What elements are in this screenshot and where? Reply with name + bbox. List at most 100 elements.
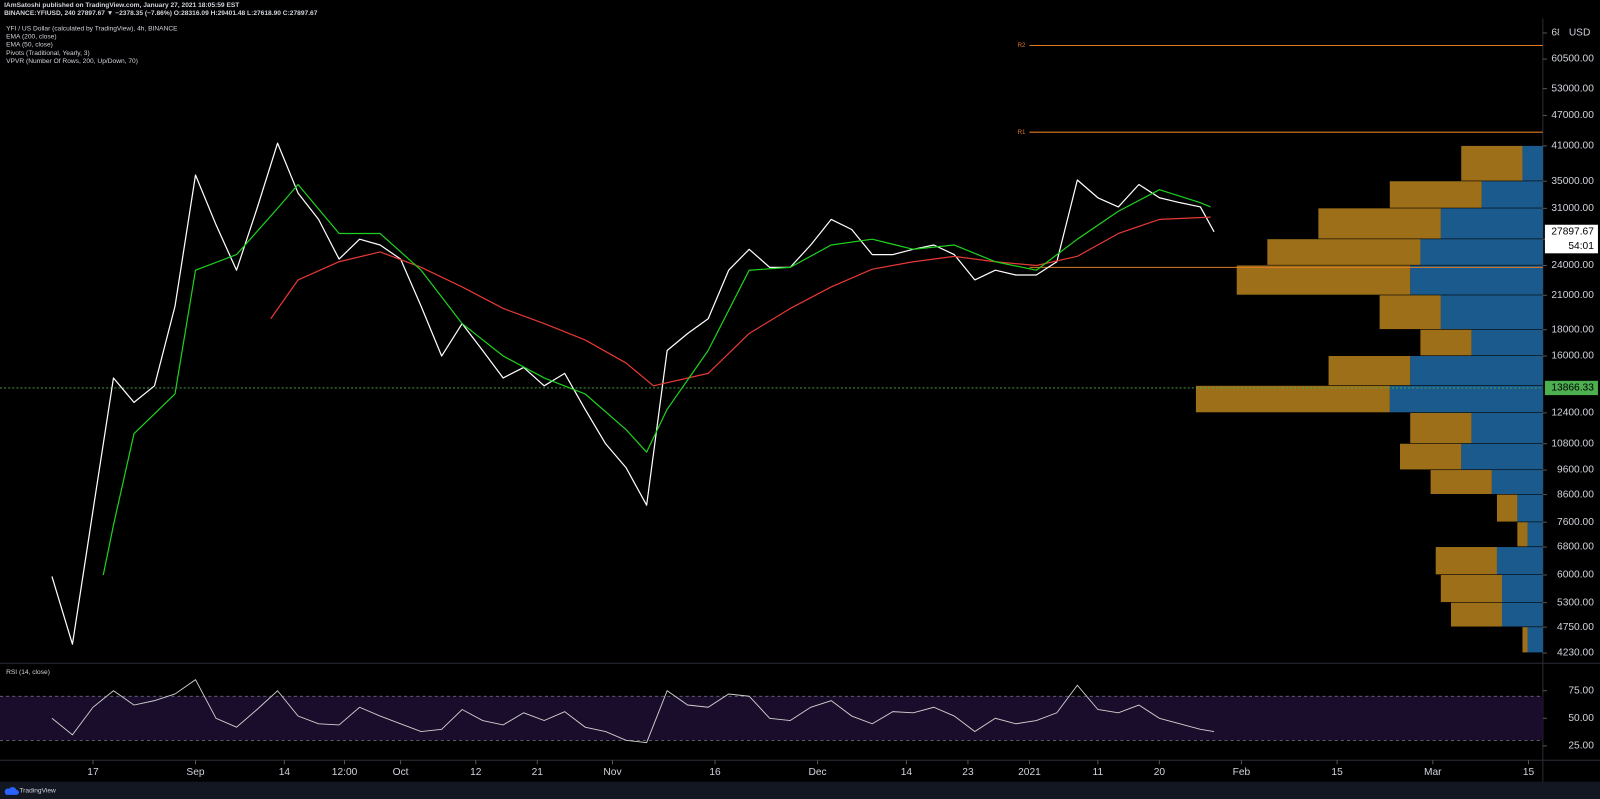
x-tick-label: Feb <box>1233 767 1251 778</box>
footer-bar <box>0 781 1600 799</box>
header-line: BINANCE:YFIUSD, 240 27897.67 ▼ −2378.35 … <box>4 10 318 17</box>
y-tick-label: 12400.00 <box>1551 408 1594 419</box>
y-tick-label: 18000.00 <box>1551 324 1594 335</box>
vpvr-down <box>1400 443 1462 470</box>
rsi-y-tick-label: 50.00 <box>1568 713 1594 724</box>
vpvr-down <box>1522 627 1528 653</box>
x-tick-label: 23 <box>962 767 974 778</box>
y-tick-label: 9600.00 <box>1557 465 1594 476</box>
x-tick-label: 14 <box>279 767 291 778</box>
legend-entry: YFI / US Dollar (calculated by TradingVi… <box>6 25 178 32</box>
legend-entry: VPVR (Number Of Rows, 200, Up/Down, 70) <box>6 58 138 65</box>
legend-entry: EMA (200, close) <box>6 33 56 40</box>
vpvr-up <box>1461 443 1543 470</box>
y-tick-label: 53000.00 <box>1551 83 1594 94</box>
vpvr-down <box>1236 265 1411 295</box>
footer-text: TradingView <box>19 788 56 795</box>
y-tick-label: 47000.00 <box>1551 110 1594 121</box>
last-price-label: 27897.67 <box>1551 227 1594 238</box>
x-tick-label: 12 <box>470 767 482 778</box>
logo <box>4 787 19 795</box>
y-tick-label: 24000.00 <box>1551 260 1594 271</box>
vpvr-down <box>1517 522 1528 547</box>
vpvr-up <box>1502 574 1543 603</box>
y-tick-label: 4750.00 <box>1557 622 1594 633</box>
vpvr-up <box>1496 547 1543 575</box>
vpvr-up <box>1389 385 1543 413</box>
vpvr-up <box>1527 627 1543 653</box>
y-tick-label: 60500.00 <box>1551 54 1594 65</box>
x-tick-label: 16 <box>709 767 721 778</box>
y-tick-label: 6800.00 <box>1557 542 1594 553</box>
vpvr-up <box>1502 602 1543 627</box>
price-line <box>102 183 1211 576</box>
y-tick-label: 5300.00 <box>1557 597 1594 608</box>
marker-label: 13866.33 <box>1551 383 1594 394</box>
vpvr-down <box>1389 181 1482 208</box>
x-tick-label: 2021 <box>1018 767 1041 778</box>
header-line: IAmSatoshi published on TradingView.com,… <box>4 2 239 9</box>
x-tick-label: Oct <box>393 767 409 778</box>
rsi-line <box>51 679 1215 744</box>
x-tick-label: Nov <box>603 767 622 778</box>
x-tick-label: 11 <box>1093 767 1104 778</box>
legend-entry: EMA (50, close) <box>6 42 53 49</box>
y-tick-label: 10800.00 <box>1551 438 1594 449</box>
y-tick-label: 35000.00 <box>1551 176 1594 187</box>
x-tick-label: 14 <box>901 767 913 778</box>
y-tick-label: 16000.00 <box>1551 351 1594 362</box>
last-price-box <box>1544 224 1598 254</box>
y-tick-label: 6000.00 <box>1557 570 1594 581</box>
x-tick-label: 15 <box>1331 767 1343 778</box>
vpvr-down <box>1410 412 1472 444</box>
x-tick-label: 17 <box>87 767 99 778</box>
vpvr-up <box>1522 145 1543 181</box>
y-tick-label: 8600.00 <box>1557 489 1594 500</box>
vpvr-up <box>1440 295 1543 330</box>
unit-bg <box>1559 26 1600 40</box>
vpvr-down <box>1195 385 1390 413</box>
y-tick-label: 31000.00 <box>1551 203 1594 214</box>
vpvr-down <box>1318 208 1441 239</box>
vpvr-up <box>1410 356 1543 386</box>
vpvr-up <box>1471 412 1543 444</box>
vpvr-up <box>1481 181 1543 208</box>
y-unit: USD <box>1569 27 1591 38</box>
vpvr-up <box>1471 329 1543 356</box>
vpvr-down <box>1451 602 1503 627</box>
vpvr-down <box>1328 356 1411 386</box>
vpvr-up <box>1527 522 1543 547</box>
vpvr-up <box>1410 265 1543 295</box>
countdown: 54:01 <box>1568 241 1594 252</box>
vpvr-up <box>1517 494 1543 522</box>
rsi-title: RSI (14, close) <box>6 669 50 676</box>
vpvr-up <box>1440 208 1543 239</box>
y-tick-label: 7600.00 <box>1557 517 1594 528</box>
x-tick-label: 12:00 <box>332 767 358 778</box>
rsi-y-tick-label: 75.00 <box>1568 685 1594 696</box>
vpvr-down <box>1461 145 1523 181</box>
vpvr-down <box>1379 295 1441 330</box>
vpvr-up <box>1420 239 1543 265</box>
vpvr-down <box>1267 239 1421 265</box>
legend-entry: Pivots (Traditional, Yearly, 3) <box>6 50 90 57</box>
vpvr-down <box>1430 470 1492 494</box>
x-tick-label: Dec <box>809 767 827 778</box>
vpvr-down <box>1435 547 1497 575</box>
vpvr-up <box>1491 470 1543 494</box>
y-tick-label: 21000.00 <box>1551 290 1594 301</box>
vpvr-down <box>1496 494 1518 522</box>
y-tick-label: 41000.00 <box>1551 141 1594 152</box>
rsi-y-tick-label: 25.00 <box>1568 741 1594 752</box>
x-tick-label: 20 <box>1154 767 1166 778</box>
x-tick-label: 15 <box>1523 767 1535 778</box>
x-tick-label: Mar <box>1424 767 1442 778</box>
pivot-label: R1 <box>1018 129 1026 136</box>
x-tick-label: 21 <box>532 767 544 778</box>
x-tick-label: Sep <box>186 767 204 778</box>
y-tick-label: 4230.00 <box>1557 648 1594 659</box>
pivot-label: R2 <box>1018 42 1026 49</box>
marker-box <box>1544 380 1598 396</box>
